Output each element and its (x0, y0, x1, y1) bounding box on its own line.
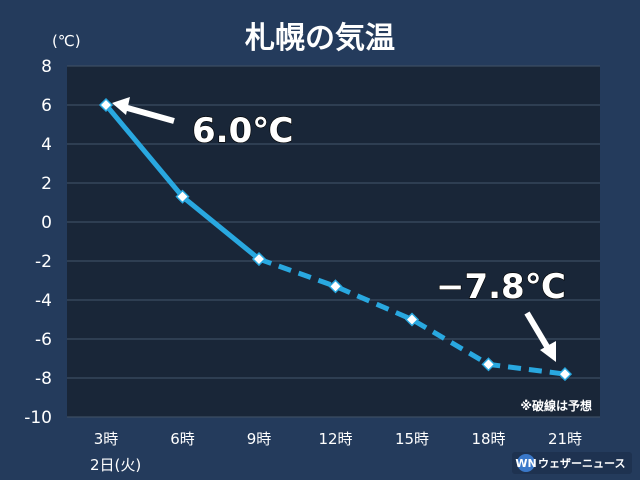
callout-max: 6.0℃ (112, 97, 294, 152)
y-tick-label: -10 (24, 408, 52, 428)
data-point (328, 279, 343, 294)
callout-min-arrow (524, 311, 552, 352)
data-point (481, 357, 496, 372)
callout-max-arrow (123, 104, 175, 124)
data-point (251, 251, 267, 267)
y-tick-label: 6 (41, 96, 52, 116)
forecast-note: ※破線は予想 (520, 398, 592, 413)
y-tick-label: 8 (41, 57, 52, 77)
x-tick-label: 18時 (471, 430, 505, 448)
x-tick-label: 3時 (94, 430, 119, 448)
y-tick-label: -6 (35, 330, 52, 350)
weathernews-logo-text: ウェザーニュース (538, 457, 625, 470)
x-axis-ticks: 3時 6時 9時 12時 15時 18時 21時 (94, 430, 582, 448)
weathernews-logo-icon (517, 454, 535, 472)
chart-title: 札幌の気温 (245, 21, 395, 56)
plot-area (67, 66, 600, 417)
grid-lines (67, 65, 600, 418)
callout-max-label: 6.0℃ (192, 111, 293, 151)
callout-min: −7.8℃ (435, 266, 566, 362)
x-tick-label: 12時 (318, 430, 352, 448)
x-tick-label: 15時 (395, 430, 429, 448)
y-tick-label: -8 (35, 369, 52, 389)
data-point (404, 312, 420, 327)
x-tick-label: 6時 (170, 430, 195, 448)
data-point (98, 97, 114, 113)
data-points (98, 97, 573, 382)
series-line-forecast (258, 256, 566, 377)
x-tick-label: 9時 (247, 430, 272, 448)
y-axis-ticks: 8 6 4 2 0 -2 -4 -6 -8 -10 (24, 57, 52, 428)
weathernews-logo: WN ウェザーニュース (512, 452, 632, 474)
y-tick-label: -4 (35, 291, 52, 311)
y-unit-label: (℃) (52, 32, 81, 50)
data-point (557, 367, 573, 382)
weathernews-logo-mark: WN (515, 457, 536, 470)
x-tick-label: 21時 (548, 430, 582, 448)
callout-min-label: −7.8℃ (436, 267, 566, 307)
x-date-label: 2日(火) (90, 456, 141, 474)
y-tick-label: 0 (41, 213, 52, 233)
data-point (175, 189, 190, 204)
y-tick-label: 2 (41, 174, 52, 194)
callout-max-arrowhead (112, 97, 130, 115)
callout-min-arrowhead (540, 341, 556, 362)
y-tick-label: -2 (35, 252, 52, 272)
y-tick-label: 4 (41, 135, 52, 155)
